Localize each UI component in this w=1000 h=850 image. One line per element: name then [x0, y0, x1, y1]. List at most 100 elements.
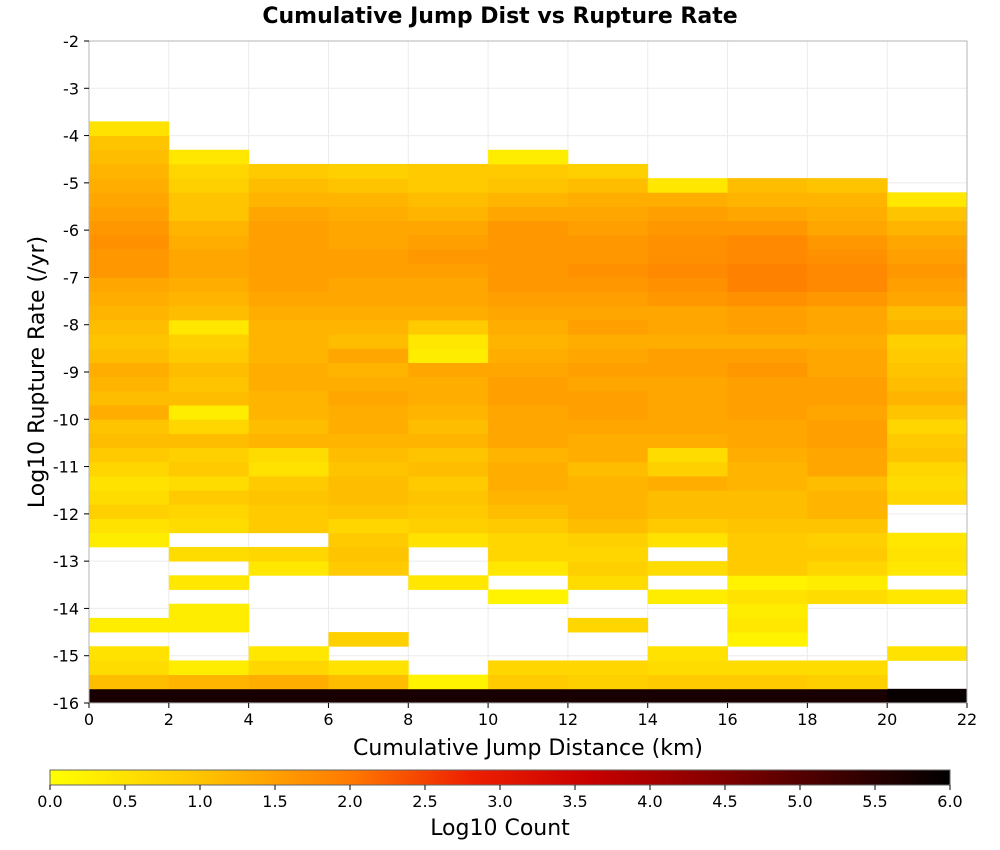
heatmap-cell — [89, 277, 170, 293]
heatmap-cell — [567, 390, 649, 406]
heatmap-cell — [328, 561, 409, 576]
heatmap-cell — [727, 603, 808, 619]
heatmap-cell — [567, 546, 649, 562]
heatmap-cell — [408, 163, 489, 179]
heatmap-cell — [567, 348, 649, 363]
heatmap-cell — [488, 532, 569, 548]
heatmap-cell — [647, 192, 728, 207]
heatmap-cell — [328, 447, 409, 463]
heatmap-cell — [328, 319, 409, 335]
heatmap-cell — [567, 476, 649, 491]
heatmap-cell — [887, 348, 968, 363]
heatmap-cell — [727, 348, 808, 363]
heatmap-cell — [328, 461, 409, 477]
heatmap-cell — [887, 561, 968, 576]
y-tick-label: -12 — [53, 505, 79, 524]
heatmap-cell — [807, 206, 888, 222]
heatmap-cell — [168, 617, 250, 633]
heatmap-cell — [248, 263, 329, 278]
heatmap-cell — [567, 234, 649, 250]
heatmap-cell — [807, 532, 888, 548]
heatmap-cell — [408, 490, 489, 505]
heatmap-cell — [89, 334, 170, 349]
heatmap-cell — [248, 461, 329, 477]
heatmap-cell — [408, 206, 489, 222]
x-tick-label: 6 — [323, 710, 333, 729]
y-tick-label: -14 — [53, 599, 79, 618]
heatmap-cell — [567, 575, 649, 590]
x-tick-label: 0 — [84, 710, 94, 729]
heatmap-cell — [727, 319, 808, 335]
heatmap-cell — [567, 490, 649, 505]
heatmap-cell — [727, 617, 808, 633]
heatmap-cell — [647, 334, 728, 349]
colorbar-tick-label: 1.0 — [187, 792, 212, 811]
heatmap-cell — [488, 149, 569, 165]
heatmap-cell — [727, 688, 808, 704]
colorbar-tick-label: 2.5 — [412, 792, 437, 811]
heatmap-cell — [328, 546, 409, 562]
heatmap-cell — [248, 319, 329, 335]
colorbar-tick-label: 5.5 — [862, 792, 887, 811]
heatmap-cell — [248, 688, 329, 704]
heatmap-cell — [89, 206, 170, 222]
heatmap-cell — [807, 319, 888, 335]
heatmap-cell — [408, 376, 489, 392]
heatmap-cell — [488, 490, 569, 505]
heatmap-cell — [488, 234, 569, 250]
heatmap-cell — [567, 674, 649, 690]
heatmap-cell — [647, 688, 728, 704]
heatmap-cell — [887, 589, 968, 605]
heatmap-cell — [168, 178, 250, 193]
heatmap-cell — [488, 319, 569, 335]
heatmap-cell — [168, 660, 250, 676]
heatmap-cell — [89, 476, 170, 491]
heatmap-cell — [248, 192, 329, 207]
heatmap-cell — [408, 405, 489, 420]
heatmap-cell — [807, 561, 888, 576]
heatmap-cell — [328, 163, 409, 179]
heatmap-cell — [328, 660, 409, 676]
colorbar-tick-label: 5.0 — [787, 792, 812, 811]
heatmap-cell — [727, 206, 808, 222]
heatmap-cell — [168, 234, 250, 250]
heatmap-cell — [807, 546, 888, 562]
heatmap-cell — [567, 192, 649, 207]
heatmap-cell — [328, 419, 409, 434]
heatmap-cell — [807, 490, 888, 505]
heatmap-cell — [168, 263, 250, 278]
heatmap-cell — [887, 206, 968, 222]
heatmap-cell — [408, 504, 489, 519]
heatmap-cell — [328, 674, 409, 690]
y-tick-label: -10 — [53, 410, 79, 429]
heatmap-cell — [567, 461, 649, 477]
heatmap-cell — [488, 249, 569, 264]
colorbar-tick-label: 0.0 — [37, 792, 62, 811]
heatmap-cell — [647, 220, 728, 236]
heatmap-cell — [328, 390, 409, 406]
heatmap-cell — [328, 277, 409, 293]
heatmap-cell — [647, 447, 728, 463]
heatmap-cell — [89, 263, 170, 278]
heatmap-cell — [89, 135, 170, 151]
heatmap-cell — [807, 504, 888, 519]
heatmap-cell — [168, 405, 250, 420]
heatmap-cell — [727, 546, 808, 562]
heatmap-cell — [408, 334, 489, 349]
heatmap-cell — [647, 319, 728, 335]
heatmap-cell — [727, 504, 808, 519]
heatmap-cell — [488, 674, 569, 690]
heatmap-cell — [248, 490, 329, 505]
heatmap-cell — [727, 376, 808, 392]
heatmap-cell — [248, 433, 329, 449]
heatmap-cell — [328, 405, 409, 420]
heatmap-cell — [567, 376, 649, 392]
heatmap-cell — [727, 234, 808, 250]
y-axis-ticks: -2 -3 -4 -5 -6 -7 -8 -9 -10 -11 -12 -13 -14 -15 -16 — [53, 32, 89, 713]
heatmap-cell — [807, 390, 888, 406]
heatmap-cell — [488, 263, 569, 278]
heatmap-cell — [647, 476, 728, 491]
heatmap-cell — [727, 334, 808, 349]
heatmap-cell — [647, 263, 728, 278]
